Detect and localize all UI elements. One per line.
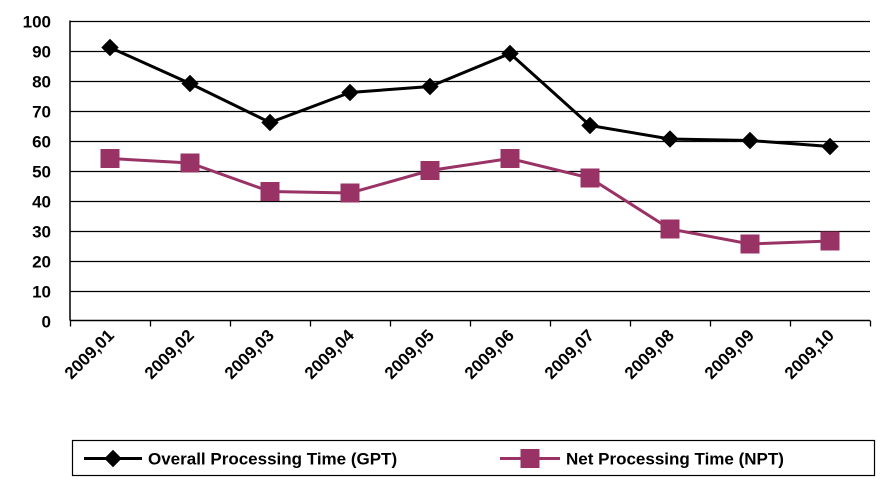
data-point [341,83,359,102]
x-tick-label: 2009,02 [141,326,198,383]
data-point [741,131,759,150]
x-tick-label: 2009,10 [781,326,838,383]
legend-marker [104,449,122,468]
y-tick-label: 30 [32,223,51,242]
x-tick-label: 2009,04 [301,326,358,383]
x-tick-label: 2009,09 [701,326,758,383]
x-axis: 2009,01 2009,02 2009,03 2009,04 2009,05 2009,… [61,319,872,383]
y-tick-label: 80 [32,73,51,92]
x-tick-label: 2009,01 [61,326,118,383]
series-layer [100,38,840,254]
data-point [100,149,120,168]
y-tick-label: 10 [32,283,51,302]
data-point [740,234,760,254]
series-line [109,46,831,148]
x-tick-label: 2009,06 [461,326,518,383]
y-tick-label: 40 [32,193,51,212]
data-point [421,77,439,96]
y-tick-label: 0 [42,313,51,332]
gridlines [70,20,870,293]
data-point [660,219,680,239]
y-tick-label: 50 [32,163,51,182]
data-point [101,38,119,57]
legend-label: Net Processing Time (NPT) [566,450,784,469]
y-tick-label: 70 [32,103,51,122]
data-point [661,130,679,148]
legend-item-1: Overall Processing Time (GPT) [84,450,397,469]
y-tick-label: 20 [32,253,51,272]
data-point [260,182,280,201]
y-tick-label: 90 [32,43,51,62]
data-point [820,231,840,251]
x-tick-label: 2009,08 [621,326,678,383]
data-point [821,137,839,156]
x-tick-label: 2009,03 [221,326,278,383]
legend-label: Overall Processing Time (GPT) [148,450,397,469]
data-point [180,153,200,173]
legend-item-2: Net Processing Time (NPT) [500,449,784,469]
legend-box [71,439,876,477]
data-point [261,113,279,132]
x-tick-label: 2009,05 [381,326,438,383]
y-axis: 0 10 20 30 40 50 60 70 80 90 100 [23,13,71,332]
legend-marker [520,449,540,468]
series-1 [101,38,839,156]
data-point [581,116,599,135]
data-point [500,149,520,168]
legend: Overall Processing Time (GPT) Net Process… [71,439,876,477]
data-point [580,168,600,188]
data-point [340,183,360,203]
y-tick-label: 60 [32,133,51,152]
data-point [420,161,440,180]
series-line [109,156,831,246]
y-tick-label: 100 [23,13,51,32]
x-tick-label: 2009,07 [541,326,598,383]
data-point [181,74,199,93]
data-point [501,44,519,63]
series-2 [100,149,840,254]
